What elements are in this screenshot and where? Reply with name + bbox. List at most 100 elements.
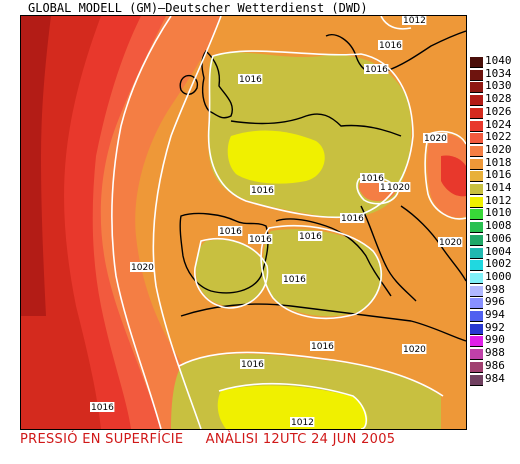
legend-swatch (470, 69, 483, 81)
isobar-label: 1016 (361, 174, 384, 184)
legend-label: 1002 (485, 257, 512, 271)
isobar-label-bg (423, 133, 448, 143)
isobar-label-bg (340, 213, 365, 223)
legend-swatch (470, 361, 483, 373)
legend-entry: 1006 (470, 232, 520, 246)
isobar-label-bg (386, 182, 411, 192)
legend-entry: 1020 (470, 142, 520, 157)
pressure-field-1012-south (217, 385, 368, 429)
legend-swatch (470, 311, 483, 322)
legend-label: 998 (485, 282, 505, 296)
isobar-label: 1020 (439, 238, 462, 248)
legend-label: 986 (485, 358, 505, 372)
isobar-1016-north (207, 50, 414, 219)
legend-entry: 1034 (470, 66, 520, 81)
legend-swatch (470, 349, 483, 361)
legend-swatch (470, 336, 483, 348)
legend-entry: 1026 (470, 105, 520, 119)
legend-swatch (470, 234, 483, 246)
isobar-label-bg (378, 40, 403, 50)
isobar-label: 1016 (341, 214, 364, 224)
isobar-label: 1020 (131, 263, 154, 273)
isobar-label: 1020 (387, 183, 410, 193)
legend-swatch (470, 158, 483, 170)
legend-swatch (470, 171, 483, 183)
legend-label: 1028 (485, 92, 512, 106)
coastline-france-italy (275, 218, 392, 297)
isobar-label-bg (218, 226, 243, 236)
legend-entry: 998 (470, 282, 520, 297)
chart-footer: PRESSIÓ EN SUPERFÍCIE ANÀLISI 12UTC 24 J… (20, 432, 465, 448)
isobar-label-bg (248, 234, 273, 244)
legend-label: 1012 (485, 193, 512, 207)
legend-label: 1010 (485, 206, 512, 220)
legend-entry: 1040 (470, 54, 520, 68)
legend-label: 1000 (485, 269, 512, 283)
legend-swatch (470, 285, 483, 297)
isobar-label-bg (402, 344, 427, 354)
legend-entry: 1012 (470, 193, 520, 208)
legend-label: 1040 (485, 54, 512, 67)
isobar-label: 1016 (283, 275, 306, 285)
legend-label: 994 (485, 308, 505, 321)
legend-entry: 984 (470, 371, 520, 386)
coastline-italy (360, 205, 417, 302)
footer-field-label: PRESSIÓ EN SUPERFÍCIE (20, 432, 184, 447)
legend-entry: 988 (470, 346, 520, 361)
legend-swatch (470, 374, 483, 386)
coastline-north-africa (180, 303, 466, 342)
isobar-label: 1016 (379, 41, 402, 51)
legend-entry: 1018 (470, 156, 520, 170)
isobar-labels: 1012101610161016102010161016102010201016… (90, 16, 463, 428)
header-title: GLOBAL MODELL (GM)—Deutscher Wetterdiens… (28, 1, 368, 15)
legend-label: 996 (485, 295, 505, 309)
legend-label: 988 (485, 346, 505, 360)
isobar-label: 1016 (241, 360, 264, 370)
legend-swatch (470, 272, 483, 284)
isobar-1016-iberia (194, 238, 269, 309)
isobar-label: 1012 (403, 16, 426, 26)
pressure-field-1012-north (227, 130, 325, 184)
coastline-north-sea (230, 113, 402, 137)
isobar-label: 1016 (299, 232, 322, 242)
isobar-label-bg (240, 359, 265, 369)
isobar-label: 1012 (291, 418, 314, 428)
legend-label: 1024 (485, 117, 512, 131)
legend-swatch (470, 222, 483, 234)
legend-entry: 1024 (470, 117, 520, 132)
isobar-label: 1016 (365, 65, 388, 75)
isobar-label-bg (438, 237, 463, 247)
legend-entry: 1000 (470, 269, 520, 284)
pressure-field-1028 (21, 16, 51, 316)
legend-swatch (470, 196, 483, 208)
isobar-label: 1016 (311, 342, 334, 352)
legend-swatch (470, 323, 483, 335)
isobar-1012-north (380, 16, 412, 30)
isobar-label: 1016 (239, 75, 262, 85)
legend-swatch (470, 298, 483, 310)
footer-analysis-time: ANÀLISI 12UTC 24 JUN 2005 (205, 432, 396, 447)
legend-swatch (470, 133, 483, 145)
isobar-label-bg (402, 16, 427, 25)
coastline-britain (201, 49, 233, 119)
legend-entry: 992 (470, 321, 520, 335)
legend-entry: 986 (470, 358, 520, 373)
isobar-label-bg (282, 274, 307, 284)
legend-label: 1014 (485, 181, 512, 194)
isobar-label-bg (360, 173, 385, 183)
legend-swatch (470, 145, 483, 157)
legend-label: 984 (485, 371, 505, 385)
isobar-1020-west (152, 16, 222, 429)
legend-label: 1016 (485, 168, 512, 182)
pressure-map: 1012101610161016102010161016102010201016… (20, 15, 467, 430)
isobar-label-bg (90, 402, 115, 412)
legend-label: 1034 (485, 66, 512, 80)
legend-entry: 1008 (470, 219, 520, 234)
legend-swatch (470, 57, 483, 68)
isobar-label: 1016 (91, 403, 114, 413)
legend-swatch (470, 184, 483, 195)
legend-label: 1020 (485, 142, 512, 156)
isobar-1020-east (424, 130, 466, 220)
legend-entry: 1028 (470, 92, 520, 107)
legend-swatch (470, 247, 483, 259)
